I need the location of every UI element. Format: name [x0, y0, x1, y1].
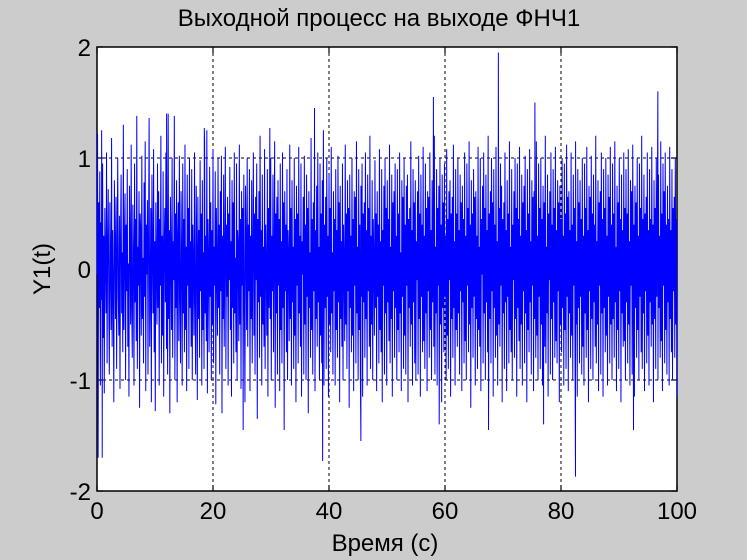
y-tick-label: 2	[78, 35, 91, 62]
series-line	[96, 52, 678, 477]
axis-ticks	[96, 46, 678, 492]
x-tick-label: 20	[200, 498, 227, 525]
x-tick-label: 80	[548, 498, 575, 525]
x-tick-label: 0	[90, 498, 103, 525]
x-tick-label: 40	[316, 498, 343, 525]
y-axis-label: Y1(t)	[29, 243, 56, 295]
y-tick-label: -1	[70, 368, 91, 395]
x-tick-labels: 0 20 40 60 80 100	[90, 498, 697, 525]
x-axis-label: Время (с)	[332, 530, 439, 557]
y-tick-label: 0	[78, 257, 91, 284]
y-tick-label: 1	[78, 146, 91, 173]
x-tick-label: 60	[432, 498, 459, 525]
y-tick-label: -2	[70, 479, 91, 506]
x-tick-label: 100	[657, 498, 697, 525]
y-tick-labels: 2 1 0 -1 -2	[70, 35, 91, 506]
chart-title: Выходной процесс на выходе ФНЧ1	[178, 5, 580, 32]
